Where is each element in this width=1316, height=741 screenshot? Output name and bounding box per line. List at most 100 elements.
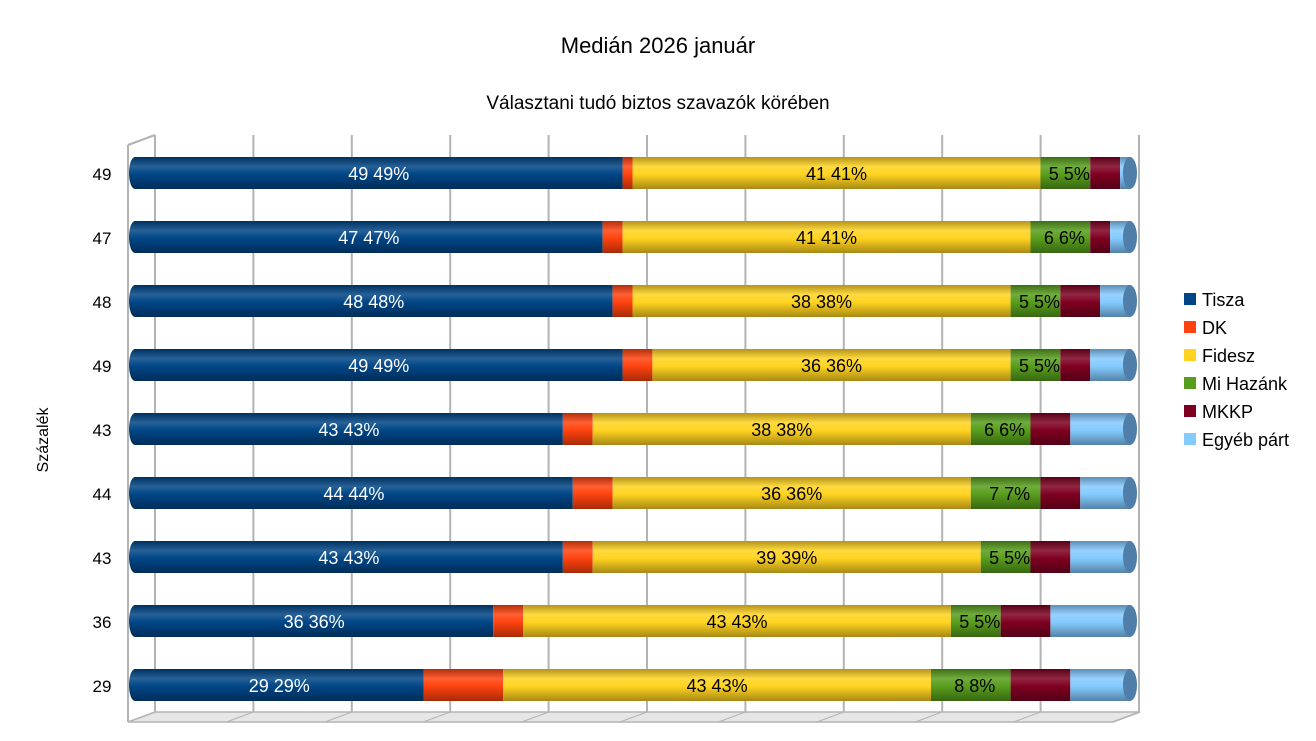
bar-segment-mi-hazánk	[931, 669, 1011, 701]
bar-segment-egyéb-párt	[1080, 477, 1130, 509]
y-tick-label: 43	[93, 421, 112, 440]
y-tick-label: 49	[93, 357, 112, 376]
bar-cap-left	[129, 285, 141, 317]
bar-segment-mi-hazánk	[1030, 221, 1091, 253]
bar-segment-fidesz	[622, 221, 1031, 253]
data-label: 43 43%	[318, 420, 379, 440]
bar-segment-tisza	[135, 285, 613, 317]
bar-segment-tisza	[135, 477, 573, 509]
data-label: 36 36%	[801, 356, 862, 376]
floor-gridline	[619, 711, 648, 723]
floor-gridline	[226, 711, 254, 723]
bar-segment-mkkp	[1010, 669, 1071, 701]
data-label: 47 47%	[338, 228, 399, 248]
bar-segment-fidesz	[632, 285, 1011, 317]
bar-segment-fidesz	[652, 349, 1011, 381]
bar-segment-tisza	[135, 157, 623, 189]
bar-segment-mkkp	[1090, 157, 1121, 189]
bar-cap-right	[1123, 221, 1137, 253]
legend-swatch	[1184, 349, 1196, 361]
legend-swatch	[1184, 433, 1196, 445]
bar-cap-right	[1123, 541, 1137, 573]
floor-gridline	[521, 711, 549, 723]
legend-swatch	[1184, 405, 1196, 417]
bar-segment-mkkp	[1030, 541, 1071, 573]
chart-subtitle: Választani tudó biztos szavazók körében	[486, 93, 829, 114]
data-label: 48 48%	[343, 292, 404, 312]
bar-cap-left	[129, 349, 141, 381]
floor-gridline	[127, 711, 156, 723]
data-label: 5 5%	[959, 612, 1000, 632]
legend-label: Tisza	[1202, 290, 1245, 310]
legend-label: Egyéb párt	[1202, 430, 1289, 450]
legend-label: MKKP	[1202, 402, 1253, 422]
data-label: 5 5%	[1019, 356, 1060, 376]
bar-segment-mi-hazánk	[970, 477, 1041, 509]
bar-cap-left	[129, 605, 141, 637]
bar-segment-fidesz	[592, 413, 971, 445]
bar-segment-egyéb-párt	[1070, 541, 1130, 573]
data-label: 39 39%	[756, 548, 817, 568]
floor-gridline	[1111, 711, 1140, 723]
bar-cap-left	[129, 669, 141, 701]
bar-segment-dk	[602, 221, 623, 253]
bar-segment-mkkp	[1000, 605, 1051, 637]
data-label: 5 5%	[1049, 164, 1090, 184]
y-tick-label: 49	[93, 165, 112, 184]
y-tick-label: 36	[93, 613, 112, 632]
data-label: 36 36%	[284, 612, 345, 632]
data-label: 44 44%	[323, 484, 384, 504]
bar-cap-right	[1123, 669, 1137, 701]
data-label: 6 6%	[984, 420, 1025, 440]
chart-title: Medián 2026 január	[561, 33, 755, 58]
axis-edge	[127, 134, 156, 146]
bar-segment-fidesz	[592, 541, 981, 573]
bar-segment-mkkp	[1040, 477, 1081, 509]
bar-segment-dk	[423, 669, 504, 701]
bar-segment-dk	[622, 349, 653, 381]
bar-segment-tisza	[135, 413, 563, 445]
legend-label: Fidesz	[1202, 346, 1255, 366]
floor-gridline	[718, 711, 746, 723]
bar-cap-left	[129, 477, 141, 509]
bar-cap-right	[1123, 285, 1137, 317]
y-tick-label: 48	[93, 293, 112, 312]
bar-segment-dk	[572, 477, 613, 509]
legend-swatch	[1184, 377, 1196, 389]
data-label: 29 29%	[249, 676, 310, 696]
bar-segment-tisza	[135, 221, 603, 253]
bar-cap-left	[129, 413, 141, 445]
bar-segment-egyéb-párt	[1070, 413, 1130, 445]
bar-segment-dk	[562, 541, 593, 573]
legend-label: Mi Hazánk	[1202, 374, 1288, 394]
bar-cap-left	[129, 541, 141, 573]
data-label: 41 41%	[806, 164, 867, 184]
bar-segment-dk	[622, 157, 633, 189]
bar-segment-tisza	[135, 605, 494, 637]
data-label: 43 43%	[706, 612, 767, 632]
bar-segment-fidesz	[523, 605, 951, 637]
floor-gridline	[324, 711, 352, 723]
bar-cap-right	[1123, 605, 1137, 637]
bar-segment-mkkp	[1090, 221, 1111, 253]
bar-segment-dk	[562, 413, 593, 445]
bar-segment-mi-hazánk	[970, 413, 1031, 445]
bar-segment-mkkp	[1060, 349, 1091, 381]
data-label: 5 5%	[989, 548, 1030, 568]
floor-gridline	[423, 711, 451, 723]
bar-segment-fidesz	[632, 157, 1041, 189]
data-label: 7 7%	[989, 484, 1030, 504]
data-label: 5 5%	[1019, 292, 1060, 312]
data-label: 43 43%	[687, 676, 748, 696]
bar-segment-egyéb-párt	[1070, 669, 1130, 701]
floor-gridline	[1013, 711, 1041, 723]
y-axis-label: Százalék	[35, 407, 52, 473]
bar-segment-dk	[612, 285, 633, 317]
legend-swatch	[1184, 293, 1196, 305]
data-label: 38 38%	[751, 420, 812, 440]
bar-cap-right	[1123, 413, 1137, 445]
legend-swatch	[1184, 321, 1196, 333]
data-label: 38 38%	[791, 292, 852, 312]
data-label: 49 49%	[348, 164, 409, 184]
